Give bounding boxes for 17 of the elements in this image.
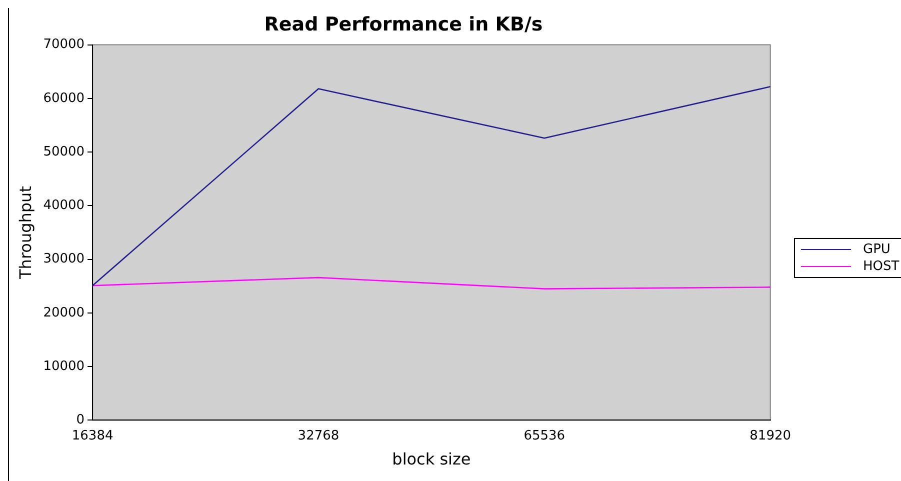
- legend-label: HOST: [863, 258, 900, 275]
- y-tick-label: 20000: [43, 305, 85, 320]
- x-tick-label: 16384: [72, 428, 114, 444]
- legend-label: GPU: [863, 241, 890, 258]
- x-axis-title: block size: [392, 450, 471, 469]
- y-tick-label: 10000: [43, 358, 85, 374]
- x-tick-label: 81920: [750, 428, 791, 444]
- y-tick-label: 40000: [43, 198, 85, 214]
- chart-title: Read Performance in KB/s: [264, 13, 543, 36]
- y-tick-label: 30000: [43, 252, 85, 267]
- y-tick-label: 0: [76, 412, 85, 428]
- y-tick-label: 70000: [43, 37, 85, 52]
- y-axis-title: Throughput: [16, 186, 35, 280]
- x-tick-label: 32768: [298, 428, 340, 444]
- y-tick-label: 50000: [43, 144, 85, 160]
- y-tick-label: 60000: [43, 90, 85, 106]
- x-tick-label: 65536: [524, 428, 566, 444]
